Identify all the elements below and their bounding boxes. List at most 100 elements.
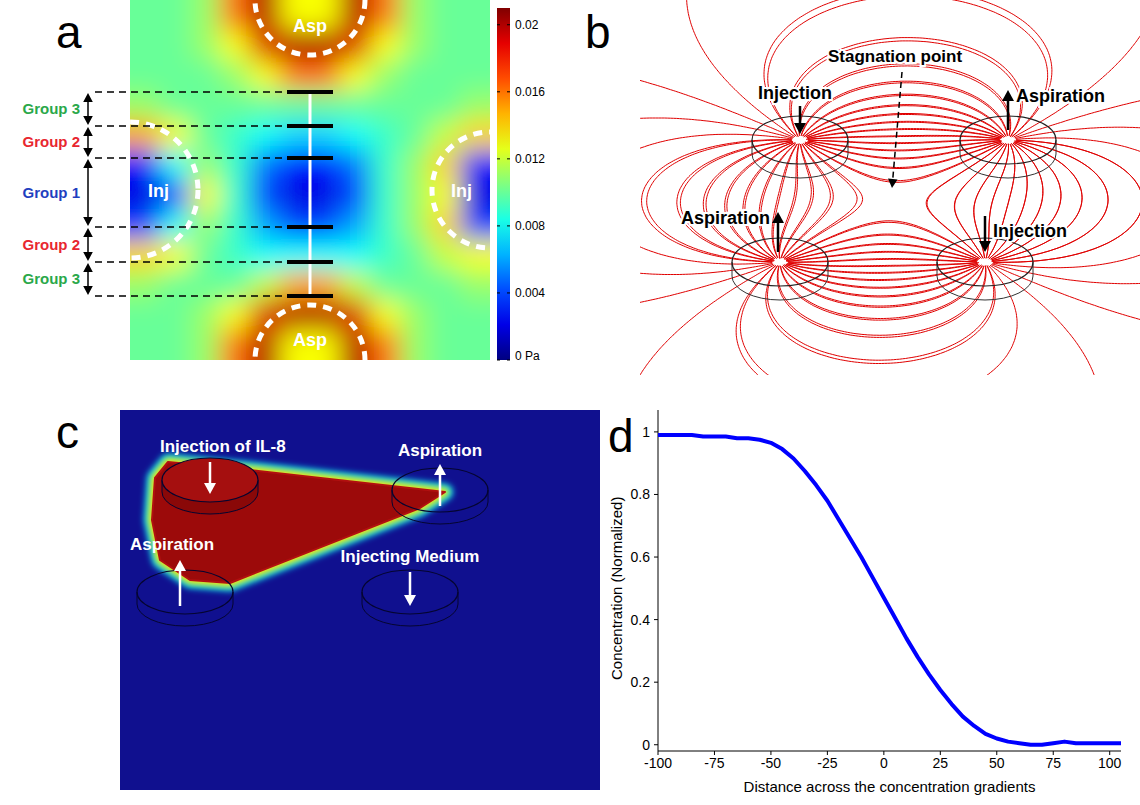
heat-cell	[400, 240, 431, 271]
y-tick-label: 1	[642, 424, 650, 440]
group-span	[83, 228, 93, 261]
port-outline	[432, 132, 490, 248]
heat-cell	[190, 330, 221, 360]
port-side	[960, 140, 1056, 178]
heat-cell	[400, 180, 431, 211]
streamline	[786, 234, 979, 260]
heat-cell	[130, 210, 161, 241]
y-tick-label: 0.8	[631, 486, 651, 502]
port	[392, 468, 488, 524]
heat-cell	[190, 300, 221, 331]
colorbar-tick	[497, 24, 500, 25]
group-label: Group 2	[22, 133, 80, 150]
group-bar	[287, 124, 333, 128]
flow-arrow	[794, 106, 806, 134]
heat-cell	[430, 270, 461, 301]
arrow-head	[83, 263, 93, 272]
heat-cell	[340, 240, 371, 271]
heat-cell	[220, 180, 251, 211]
port	[937, 238, 1033, 300]
heat-cell	[340, 180, 371, 211]
port	[732, 238, 828, 300]
heat-cell	[220, 120, 251, 151]
flow-arrow	[204, 462, 216, 494]
streamline	[766, 265, 995, 363]
heat-cell	[130, 330, 161, 360]
port-outline	[255, 305, 365, 360]
streamline	[801, 83, 1007, 136]
port-label: Aspiration	[398, 441, 482, 460]
heat-cell	[220, 300, 251, 331]
x-tick-label: -25	[817, 755, 837, 771]
arrow-head	[83, 217, 93, 226]
streamline	[640, 264, 773, 308]
heat-cell	[430, 120, 461, 151]
heat-cell	[160, 60, 191, 91]
heat-cell	[430, 240, 461, 271]
flow-arrow	[174, 560, 186, 606]
arrow-head	[204, 483, 216, 494]
arrow-shaft	[87, 270, 89, 288]
arrow-head	[83, 159, 93, 168]
y-tick	[654, 431, 658, 432]
arrow-head	[83, 286, 93, 295]
streamline	[788, 263, 979, 267]
arrow-head	[83, 127, 93, 136]
streamline	[786, 251, 977, 261]
arrow-shaft	[87, 235, 89, 254]
heat-cell	[160, 90, 191, 121]
streamline	[989, 144, 1027, 259]
stagnation-label: Stagnation point	[828, 47, 962, 66]
port-label: Asp	[293, 330, 327, 350]
port-rim	[937, 238, 1033, 286]
heat-cell	[460, 90, 490, 121]
arrow-head	[83, 228, 93, 237]
heat-cell	[280, 180, 311, 211]
streamline	[640, 265, 774, 375]
port-label: Inj	[148, 181, 169, 201]
x-tick-label: 75	[1045, 755, 1061, 771]
arrow-head	[83, 148, 93, 157]
port	[162, 458, 258, 514]
arrow-head	[83, 116, 93, 125]
x-axis	[658, 751, 1121, 752]
heat-cell	[160, 120, 191, 151]
group-label: Group 3	[22, 100, 80, 117]
heat-cell	[130, 30, 161, 61]
heat-cell	[340, 120, 371, 151]
streamline	[727, 143, 793, 260]
streamline	[640, 227, 772, 264]
port-label: Injecting Medium	[341, 547, 480, 566]
colorbar-tick	[497, 225, 500, 226]
colorbar-label: 0 Pa	[515, 349, 540, 363]
y-tick	[654, 619, 658, 620]
heat-cell	[160, 0, 191, 31]
colorbar-tick	[507, 158, 510, 159]
group-span	[83, 159, 93, 226]
heat-cell	[400, 30, 431, 61]
streamline	[745, 143, 796, 259]
port-label: Injection	[993, 221, 1067, 241]
arrow-head	[174, 560, 186, 571]
y-tick-label: 0	[642, 737, 650, 753]
group-boundary	[95, 157, 335, 159]
panel-letter: b	[585, 6, 611, 58]
heat-cell	[250, 240, 281, 271]
arrow-head	[404, 595, 416, 606]
streamline	[789, 263, 977, 266]
streamline	[993, 140, 1140, 262]
port-outline	[255, 0, 365, 55]
streamline	[781, 266, 984, 319]
arrow-head	[979, 241, 991, 252]
streamline	[993, 141, 1108, 261]
heat-cell	[280, 240, 311, 271]
port-label: Asp	[293, 16, 327, 36]
streamline	[1016, 127, 1140, 138]
heat-cell	[430, 0, 461, 31]
concentration-line	[658, 435, 1121, 745]
heat-cell	[370, 0, 401, 31]
colorbar-tick	[497, 158, 500, 159]
arrow-shaft	[984, 216, 987, 243]
port-rim	[362, 570, 458, 614]
streamline	[787, 235, 979, 260]
